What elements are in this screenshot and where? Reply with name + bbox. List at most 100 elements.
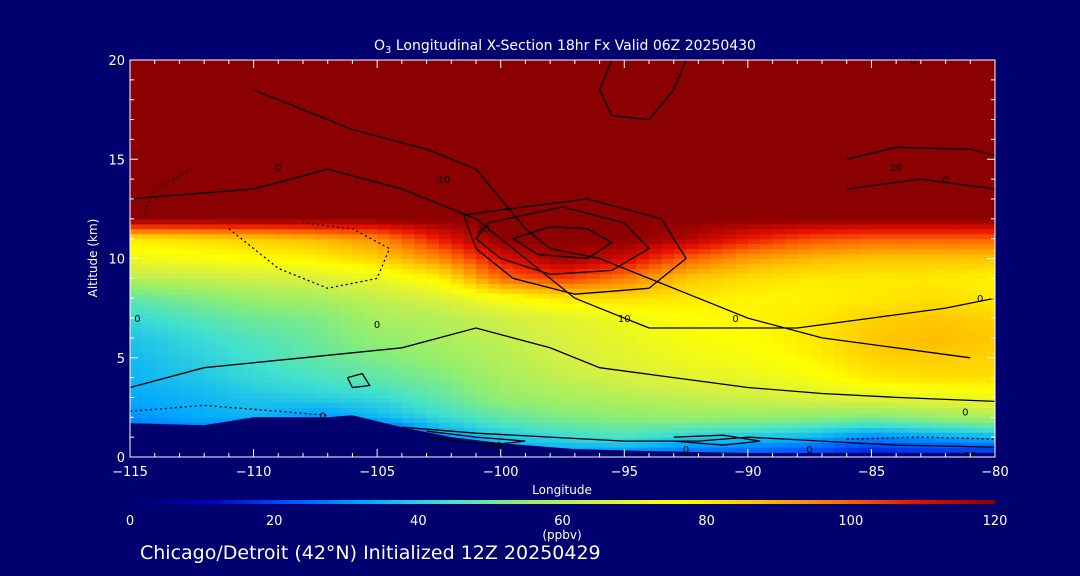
heatmap-cell (550, 174, 564, 180)
heatmap-cell (340, 159, 354, 165)
heatmap-cell (426, 303, 440, 309)
heatmap-cell (611, 303, 625, 309)
heatmap-cell (476, 248, 489, 255)
heatmap-cell (463, 208, 477, 215)
heatmap-cell (686, 198, 700, 205)
heatmap-cell (364, 193, 378, 200)
heatmap-cell (340, 323, 354, 329)
heatmap-cell (908, 278, 922, 284)
heatmap-cell (760, 442, 774, 448)
heatmap-cell (401, 318, 415, 324)
heatmap-cell (883, 154, 897, 160)
heatmap-cell (525, 402, 539, 408)
heatmap-cell (587, 352, 601, 359)
heatmap-cell (500, 124, 514, 131)
heatmap-cell (661, 268, 675, 274)
heatmap-cell (982, 218, 995, 225)
heatmap-cell (364, 268, 378, 274)
heatmap-cell (982, 342, 995, 349)
heatmap-cell (476, 164, 489, 170)
heatmap-cell (228, 208, 242, 215)
heatmap-cell (228, 218, 242, 225)
heatmap-cell (550, 198, 564, 205)
heatmap-cell (970, 174, 984, 180)
heatmap-cell (735, 144, 749, 150)
heatmap-cell (142, 332, 156, 339)
heatmap-cell (809, 313, 823, 319)
heatmap-cell (167, 203, 181, 210)
heatmap-cell (834, 154, 848, 160)
heatmap-cell (364, 223, 378, 230)
heatmap-cell (537, 288, 551, 294)
heatmap-cell (513, 382, 527, 389)
heatmap-cell (500, 402, 514, 408)
heatmap-cell (315, 228, 329, 235)
heatmap-cell (476, 308, 489, 314)
heatmap-cell (179, 129, 193, 136)
heatmap-cell (438, 268, 452, 274)
heatmap-cell (686, 184, 700, 190)
heatmap-cell (908, 248, 922, 255)
heatmap-cell (167, 119, 181, 126)
heatmap-cell (488, 402, 502, 408)
heatmap-cell (500, 273, 514, 279)
heatmap-cell (167, 223, 181, 230)
heatmap-cell (191, 248, 205, 255)
heatmap-cell (599, 124, 613, 131)
heatmap-cell (797, 432, 811, 438)
heatmap-cell (327, 278, 341, 284)
heatmap-cell (451, 392, 465, 399)
heatmap-cell (673, 392, 687, 399)
heatmap-cell (624, 144, 638, 150)
heatmap-cell (797, 387, 811, 394)
heatmap-cell (982, 337, 995, 344)
heatmap-cell (822, 332, 835, 339)
heatmap-cell (438, 99, 452, 106)
heatmap-cell (883, 323, 897, 329)
heatmap-cell (698, 164, 712, 170)
heatmap-cell (513, 352, 527, 359)
heatmap-cell (451, 114, 465, 121)
heatmap-cell (735, 417, 749, 423)
heatmap-cell (278, 288, 292, 294)
heatmap-cell (315, 293, 329, 299)
heatmap-cell (488, 293, 502, 299)
heatmap-cell (846, 372, 860, 379)
heatmap-cell (562, 268, 576, 274)
heatmap-cell (859, 412, 873, 418)
heatmap-cell (871, 263, 885, 270)
heatmap-cell (364, 233, 378, 240)
heatmap-cell (228, 407, 242, 413)
heatmap-cell (401, 174, 415, 180)
heatmap-cell (784, 248, 798, 255)
heatmap-cell (636, 159, 650, 165)
heatmap-cell (809, 179, 823, 185)
heatmap-cell (710, 332, 724, 339)
heatmap-cell (377, 288, 391, 294)
heatmap-cell (723, 124, 737, 131)
heatmap-cell (945, 198, 959, 205)
heatmap-cell (191, 169, 205, 175)
heatmap-cell (525, 273, 539, 279)
heatmap-cell (550, 372, 564, 379)
heatmap-cell (377, 273, 391, 279)
heatmap-cell (661, 104, 675, 111)
heatmap-cell (204, 154, 218, 160)
heatmap-cell (636, 174, 650, 180)
heatmap-cell (401, 248, 415, 255)
heatmap-cell (315, 278, 329, 284)
heatmap-cell (710, 427, 724, 433)
heatmap-cell (933, 417, 947, 423)
heatmap-cell (834, 362, 848, 369)
heatmap-cell (859, 323, 873, 329)
heatmap-cell (809, 184, 823, 190)
heatmap-cell (537, 154, 551, 160)
heatmap-cell (661, 154, 675, 160)
heatmap-cell (611, 159, 625, 165)
heatmap-cell (574, 164, 588, 170)
heatmap-cell (599, 119, 613, 126)
heatmap-cell (624, 218, 638, 225)
heatmap-cell (723, 437, 737, 443)
heatmap-cell (723, 337, 737, 344)
heatmap-cell (488, 258, 502, 265)
